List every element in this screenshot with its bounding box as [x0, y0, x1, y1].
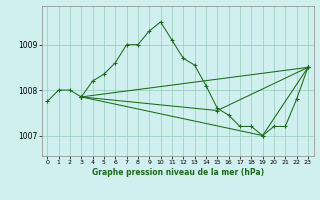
X-axis label: Graphe pression niveau de la mer (hPa): Graphe pression niveau de la mer (hPa) — [92, 168, 264, 177]
